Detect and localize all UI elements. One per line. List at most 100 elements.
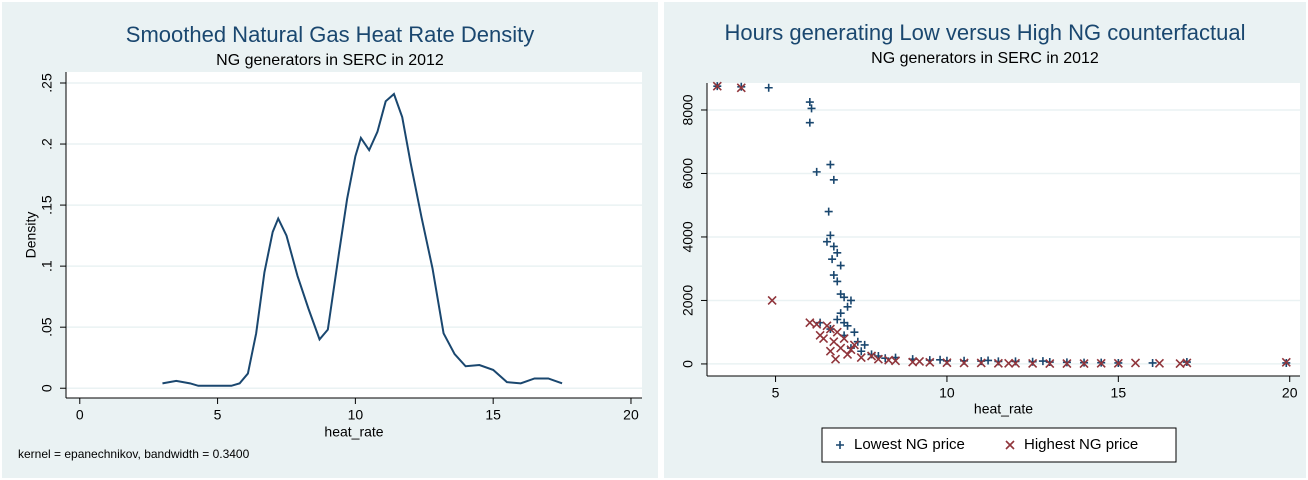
x-axis-title: heat_rate: [974, 401, 1033, 417]
point: [849, 340, 859, 350]
point: [836, 261, 845, 270]
point: [736, 83, 746, 93]
point: [839, 333, 849, 344]
y-tick-label: .1: [39, 260, 55, 272]
point: [1079, 359, 1089, 369]
x-tick-label: 10: [939, 385, 955, 401]
y-tick-label: 6000: [680, 158, 696, 189]
point: [856, 353, 866, 363]
point: [1045, 359, 1055, 369]
point: [1004, 358, 1014, 368]
point: [830, 354, 841, 364]
point: [843, 321, 852, 330]
y-tick-label: 2000: [680, 285, 696, 316]
point: [842, 349, 853, 359]
y-tick-label: .15: [39, 195, 55, 215]
point: [846, 345, 856, 355]
y-tick-label: 0: [39, 384, 55, 392]
x-tick-label: 15: [1111, 385, 1127, 401]
point: [829, 271, 838, 280]
point: [1130, 358, 1141, 368]
point: [764, 83, 773, 92]
point: [805, 318, 815, 328]
point: [866, 351, 877, 361]
point: [1038, 357, 1047, 366]
y-axis-title: Density: [23, 212, 39, 259]
point: [1096, 358, 1106, 368]
point: [833, 315, 842, 324]
point: [829, 175, 838, 184]
point: [1154, 358, 1165, 368]
point: [833, 277, 842, 286]
point: [1028, 358, 1038, 369]
point: [1010, 358, 1021, 368]
point: [1062, 358, 1071, 367]
plot-area: [66, 72, 642, 398]
point: [807, 104, 816, 113]
point: [959, 358, 969, 368]
legend-marker: [1005, 440, 1015, 450]
point: [857, 347, 866, 356]
x-tick-label: 20: [623, 407, 639, 423]
chart-subtitle: NG generators in SERC in 2012: [871, 50, 1099, 67]
legend-label: Highest NG price: [1024, 436, 1138, 453]
point: [833, 248, 842, 257]
point: [914, 356, 925, 366]
point: [850, 328, 859, 337]
x-tick-label: 10: [348, 407, 364, 423]
y-tick-label: 0: [680, 360, 696, 368]
point: [815, 330, 825, 340]
point: [805, 98, 814, 107]
point: [884, 355, 894, 365]
point: [873, 354, 883, 364]
plot-area: [707, 83, 1300, 376]
point: [860, 340, 869, 349]
point: [767, 295, 777, 306]
x-tick-label: 5: [772, 385, 780, 401]
point: [836, 309, 845, 318]
x-axis-title: heat_rate: [324, 424, 383, 440]
point: [824, 207, 833, 216]
point: [976, 358, 986, 368]
x-tick-label: 15: [485, 407, 501, 423]
point: [840, 293, 849, 302]
legend-label: Lowest NG price: [854, 436, 965, 453]
point: [936, 355, 945, 364]
x-tick-label: 5: [214, 407, 222, 423]
point: [825, 324, 835, 334]
chart-subtitle: NG generators in SERC in 2012: [216, 52, 444, 69]
legend-marker: [836, 441, 844, 449]
point: [812, 167, 821, 176]
legend-box: [821, 427, 1177, 463]
point: [826, 160, 835, 169]
point: [1281, 357, 1291, 367]
point: [881, 354, 890, 363]
point: [942, 358, 952, 368]
point: [826, 231, 835, 240]
point: [1148, 358, 1157, 367]
point: [812, 319, 822, 329]
point: [805, 118, 814, 127]
point: [846, 296, 855, 305]
density-line: [162, 92, 563, 387]
point: [829, 242, 838, 251]
point: [712, 81, 722, 91]
point: [993, 358, 1003, 368]
point: [825, 346, 835, 356]
chart-title: Hours generating Low versus High NG coun…: [725, 20, 1246, 45]
point: [828, 255, 837, 264]
y-tick-label: .05: [39, 317, 55, 337]
y-tick-label: .25: [39, 73, 55, 93]
x-tick-label: 20: [1282, 385, 1298, 401]
note: kernel = epanechnikov, bandwidth = 0.340…: [18, 447, 250, 461]
y-tick-label: 8000: [680, 94, 696, 125]
point: [843, 302, 852, 311]
x-tick-label: 0: [76, 407, 84, 423]
point: [822, 237, 831, 246]
point: [1113, 358, 1123, 368]
point: [1062, 359, 1072, 369]
y-tick-label: .2: [39, 138, 55, 150]
point: [984, 356, 993, 365]
